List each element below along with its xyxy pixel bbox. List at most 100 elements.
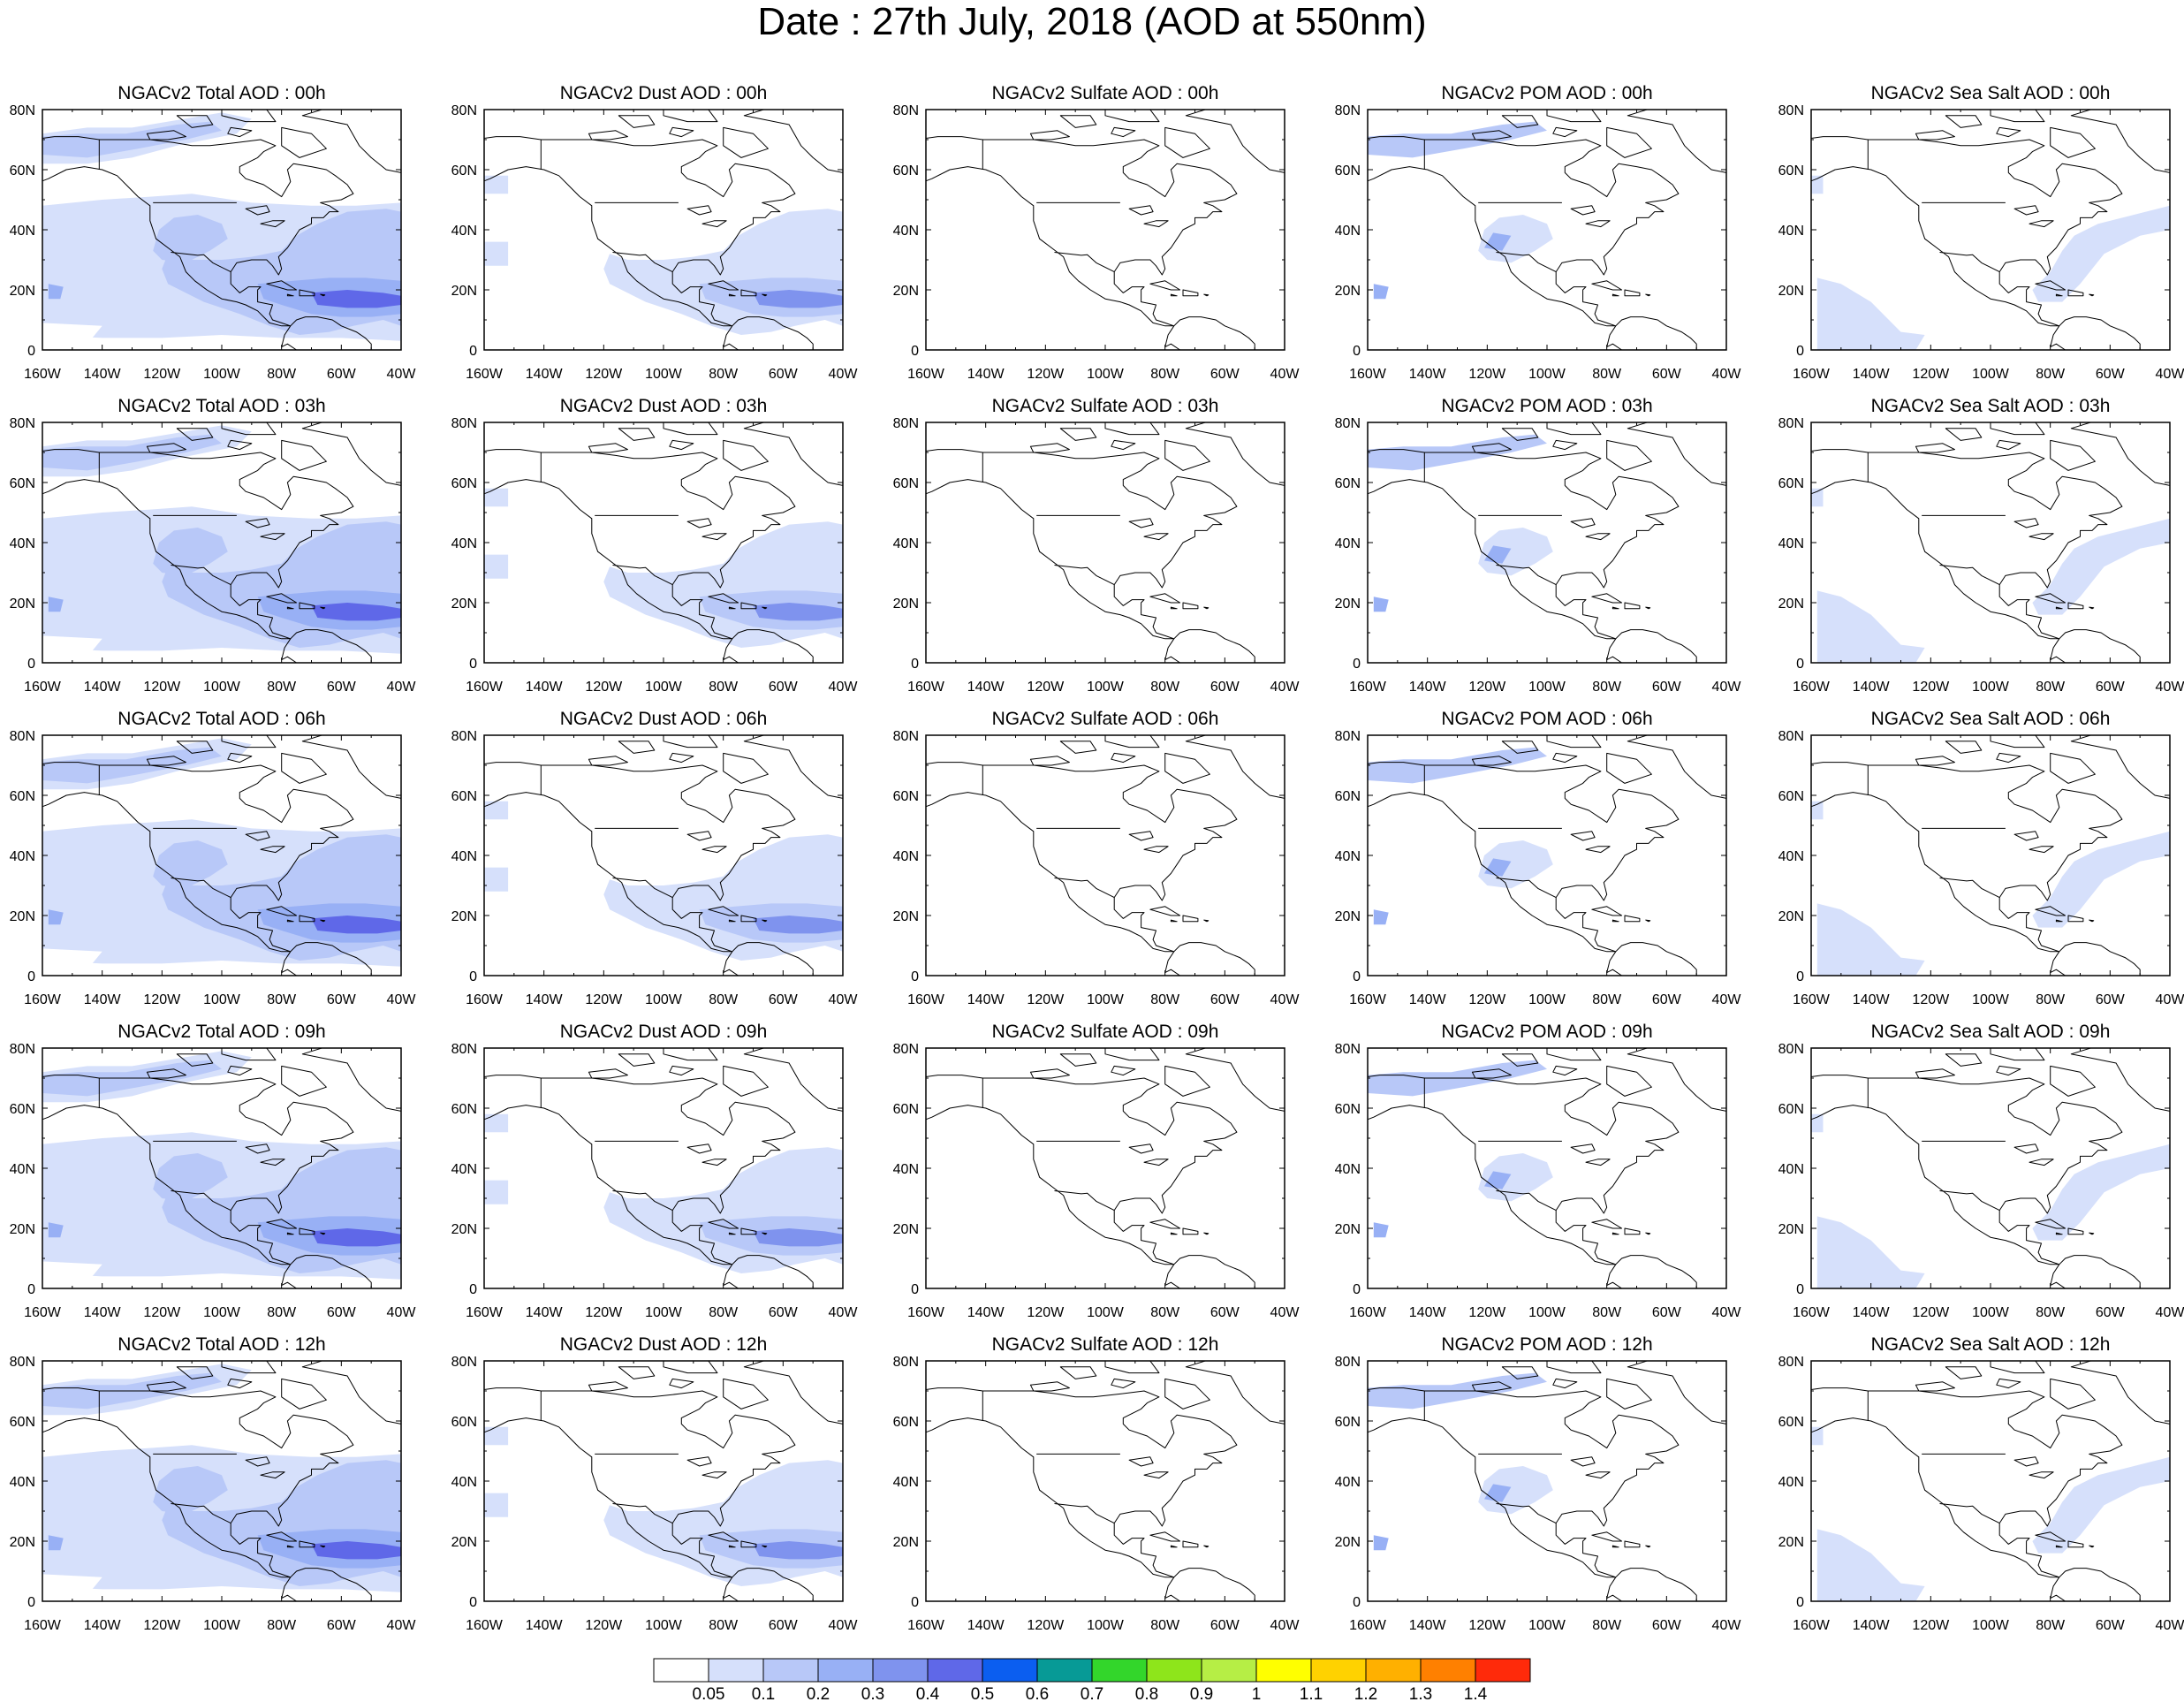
great-lakes <box>2013 205 2039 216</box>
caribbean-island <box>1645 606 1651 610</box>
aod-dust-max <box>311 1541 401 1560</box>
great-lakes-south <box>260 846 285 854</box>
border-us-mexico <box>1054 252 1115 273</box>
arctic-island <box>1029 443 1070 453</box>
lat-tick-label: 60N <box>1335 1415 1361 1430</box>
lat-tick-label: 20N <box>451 596 477 612</box>
arctic-island <box>1915 443 1955 453</box>
lon-tick-label: 60W <box>769 680 799 695</box>
lat-tick-label: 60N <box>893 1102 919 1117</box>
caribbean-island <box>1149 906 1181 916</box>
caribbean-island <box>286 606 294 610</box>
lat-tick-label: 40N <box>451 1162 477 1177</box>
lon-tick-label: 160W <box>24 367 62 382</box>
lon-tick-label: 120W <box>1027 367 1065 382</box>
lon-tick-label: 40W <box>2156 1618 2184 1633</box>
arctic-island <box>1164 439 1210 471</box>
arctic-island <box>227 439 253 451</box>
arctic-island <box>146 1381 186 1392</box>
arctic-island <box>1552 439 1578 451</box>
lat-tick-label: 0 <box>1353 344 1361 359</box>
arctic-island <box>618 741 656 754</box>
border-us-mexico <box>1054 878 1115 899</box>
lon-tick-label: 100W <box>203 680 241 695</box>
lon-tick-label: 100W <box>1087 680 1125 695</box>
panels-layer: 80N 60N 40N 20N 0 160W 140W 120W 100W 80W 60W 40W NG… <box>10 83 2184 1633</box>
arctic-island <box>1059 1366 1097 1379</box>
coastline <box>926 762 1285 976</box>
caribbean-island <box>762 1232 768 1235</box>
arctic-island <box>1104 1361 1160 1374</box>
lat-tick-label: 80N <box>451 1355 477 1370</box>
lat-tick-label: 80N <box>893 1042 919 1057</box>
caribbean-island <box>2055 293 2063 297</box>
lat-tick-label: 0 <box>1353 1282 1361 1297</box>
colorbar-label: 1 <box>1252 1685 1262 1702</box>
colorbar-label: 0.3 <box>861 1685 884 1702</box>
lon-tick-label: 60W <box>1652 1618 1682 1633</box>
caribbean-island <box>299 289 315 297</box>
caribbean-island <box>299 602 315 610</box>
dust-patch-pacific <box>484 241 509 266</box>
arctic-island <box>1104 110 1160 123</box>
great-lakes-south <box>1143 846 1169 854</box>
arctic-island <box>669 1065 694 1076</box>
colorbar-label: 1.3 <box>1409 1685 1432 1702</box>
caribbean-island <box>1624 289 1641 297</box>
caribbean-island <box>2067 1540 2084 1548</box>
arctic-island <box>1546 735 1602 748</box>
lat-tick-label: 20N <box>451 284 477 299</box>
lat-tick-label: 20N <box>10 596 35 612</box>
arctic-island <box>588 130 628 141</box>
map-panel-dust-09h: 80N 60N 40N 20N 0 160W 140W 120W 100W 80W 60W 40W NG… <box>451 1022 859 1320</box>
great-lakes-south <box>701 533 727 541</box>
lat-tick-label: 0 <box>27 657 35 672</box>
arctic-island <box>1996 1378 2021 1389</box>
caribbean-island <box>320 919 326 923</box>
arctic-island <box>1501 115 1539 128</box>
lon-tick-label: 60W <box>1210 992 1240 1007</box>
lon-tick-label: 80W <box>2036 992 2066 1007</box>
caribbean-island <box>299 1227 315 1235</box>
arctic-island <box>176 1366 214 1379</box>
lat-tick-label: 0 <box>27 1282 35 1297</box>
caribbean-island <box>1591 593 1623 604</box>
lon-tick-label: 100W <box>1528 992 1566 1007</box>
caribbean-island <box>740 1540 757 1548</box>
lat-tick-label: 60N <box>1778 476 1804 491</box>
greenland-coast <box>1185 110 1285 173</box>
colorbar-label: 1.1 <box>1300 1685 1323 1702</box>
border-us-mexico <box>171 1190 231 1212</box>
arctic-island <box>1606 439 1652 471</box>
lon-tick-label: 80W <box>2036 367 2066 382</box>
lon-tick-label: 160W <box>1349 992 1387 1007</box>
lat-tick-label: 20N <box>1778 1535 1804 1550</box>
great-lakes-south <box>1143 1159 1169 1166</box>
arctic-island <box>1029 756 1070 766</box>
lon-tick-label: 80W <box>709 992 739 1007</box>
lat-tick-label: 60N <box>1335 163 1361 179</box>
lon-tick-label: 120W <box>1912 1305 1950 1320</box>
arctic-island <box>146 443 186 453</box>
caribbean-island <box>1170 1232 1178 1235</box>
colorbar-swatch <box>982 1658 1038 1683</box>
caribbean-island <box>728 1545 736 1548</box>
border-us-mexico <box>1496 565 1557 586</box>
lon-tick-label: 80W <box>267 680 297 695</box>
arctic-island <box>618 428 656 441</box>
arctic-island <box>1111 752 1136 764</box>
arctic-island <box>1104 1048 1160 1061</box>
lon-tick-label: 80W <box>267 1618 297 1633</box>
dust-patch-north <box>484 488 509 507</box>
arctic-island <box>1501 1366 1539 1379</box>
border-us-mexico <box>612 878 673 899</box>
arctic-island <box>1059 115 1097 128</box>
lon-tick-label: 40W <box>829 680 859 695</box>
lat-tick-label: 0 <box>1353 1595 1361 1610</box>
arctic-island <box>618 1053 656 1067</box>
arctic-island <box>1104 422 1160 436</box>
lon-tick-label: 140W <box>84 680 122 695</box>
lon-tick-label: 80W <box>1592 680 1622 695</box>
great-lakes-south <box>1585 220 1611 228</box>
lat-tick-label: 20N <box>1778 1222 1804 1237</box>
